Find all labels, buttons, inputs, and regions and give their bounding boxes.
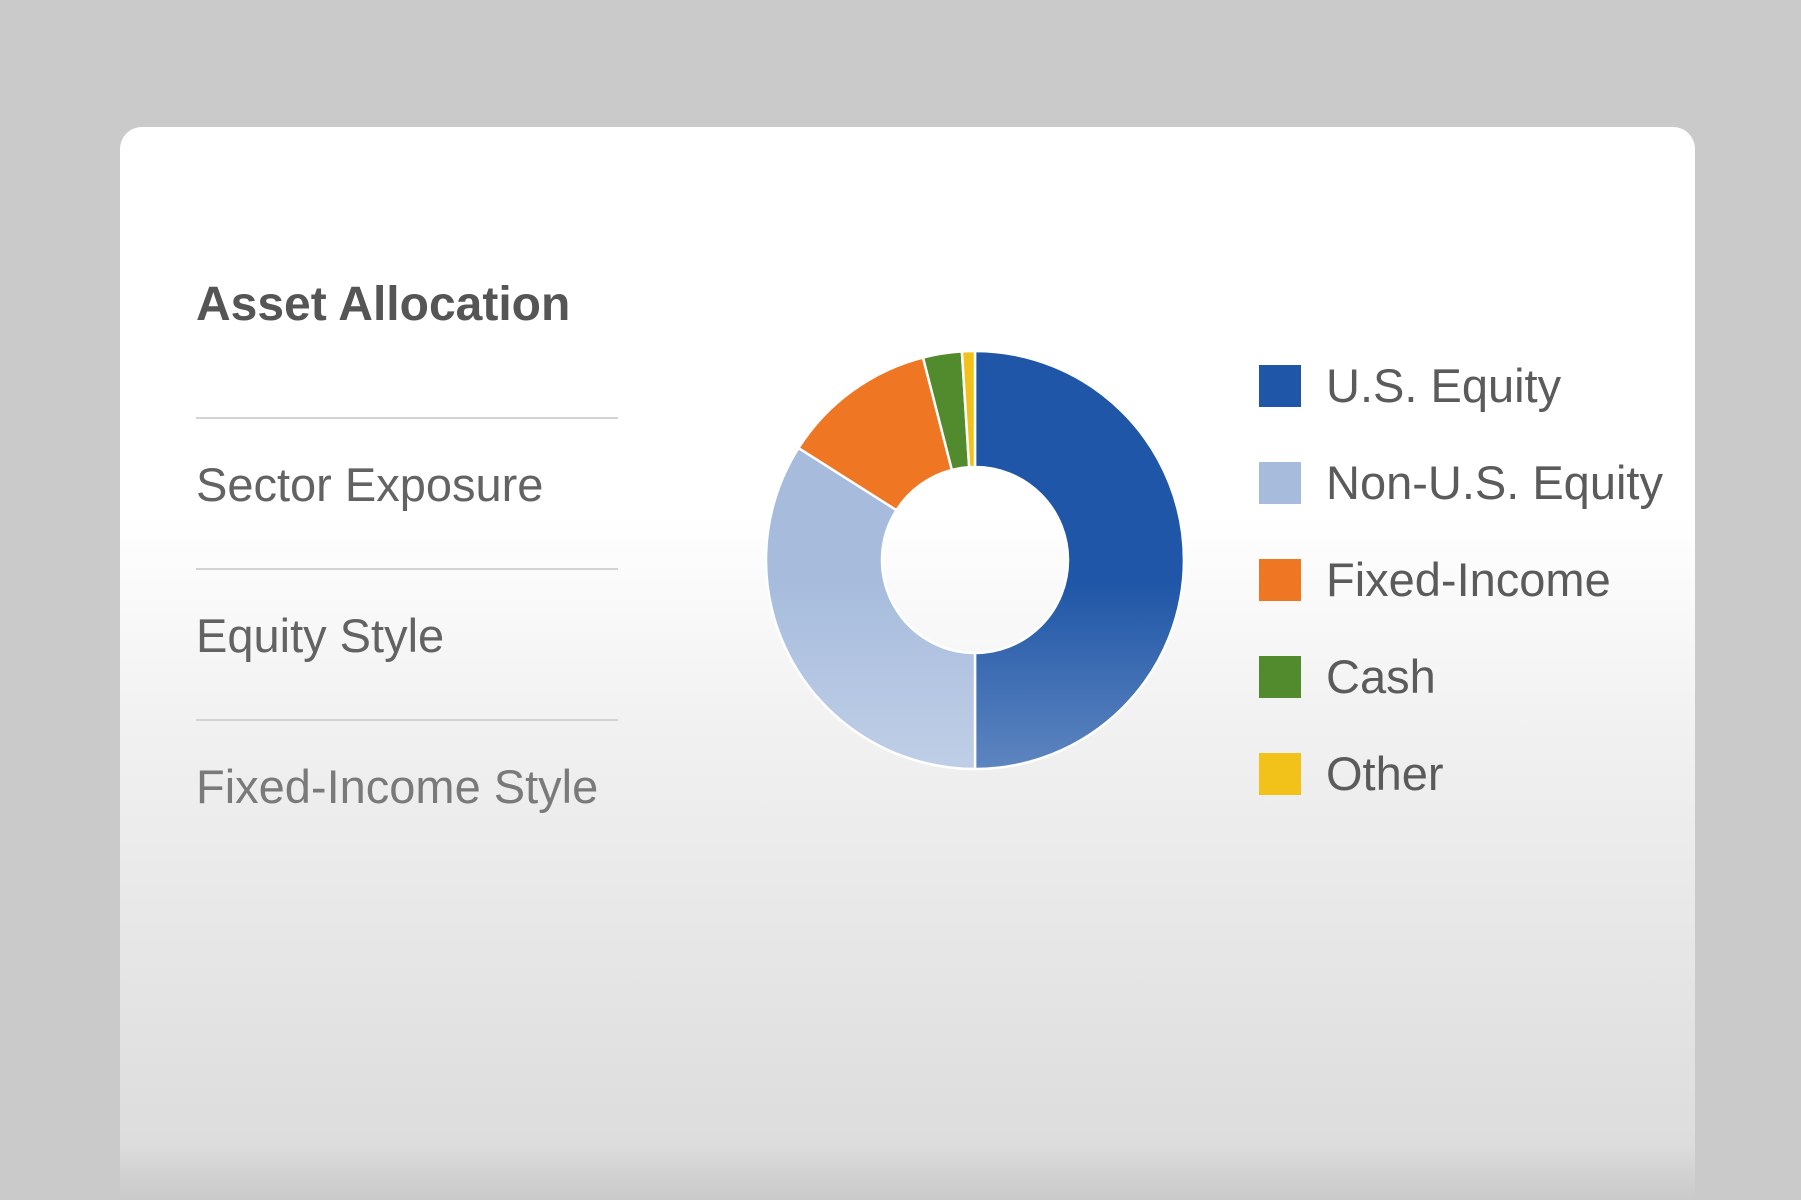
menu-item-label: Equity Style	[196, 609, 445, 662]
donut-chart	[764, 349, 1186, 771]
legend-label: Other	[1326, 747, 1444, 800]
legend-swatch-cash	[1259, 655, 1301, 698]
legend-item-fixed-income: Fixed-Income	[1259, 531, 1663, 628]
donut-slice-u-s-equity	[973, 349, 1186, 771]
menu-item-label: Asset Allocation	[196, 278, 571, 331]
menu-divider	[196, 417, 618, 419]
legend-item-cash: Cash	[1259, 628, 1663, 725]
menu-divider	[196, 568, 618, 570]
portfolio-view-menu: Asset Allocation Sector Exposure Equity …	[196, 281, 618, 870]
menu-item-sector-exposure[interactable]: Sector Exposure	[196, 419, 618, 568]
legend-swatch-us-equity	[1259, 364, 1301, 407]
legend-item-non-us-equity: Non-U.S. Equity	[1259, 434, 1663, 531]
holdings-card: Asset Allocation Sector Exposure Equity …	[120, 127, 1695, 1200]
legend-item-other: Other	[1259, 725, 1663, 822]
menu-item-equity-style[interactable]: Equity Style	[196, 570, 618, 719]
menu-item-fixed-income-style[interactable]: Fixed-Income Style	[196, 721, 618, 870]
donut-slice-non-u-s-equity	[764, 446, 977, 771]
legend-swatch-non-us-equity	[1259, 461, 1301, 504]
legend-label: U.S. Equity	[1326, 359, 1562, 412]
legend-swatch-other	[1259, 752, 1301, 795]
legend-label: Fixed-Income	[1326, 553, 1611, 606]
menu-divider	[196, 719, 618, 721]
legend-label: Cash	[1326, 650, 1436, 703]
legend-item-us-equity: U.S. Equity	[1259, 337, 1663, 434]
card-bottom-fade	[120, 1144, 1695, 1200]
menu-item-label: Sector Exposure	[196, 458, 544, 511]
menu-item-asset-allocation[interactable]: Asset Allocation	[196, 281, 618, 417]
legend-label: Non-U.S. Equity	[1326, 456, 1663, 509]
chart-legend: U.S. Equity Non-U.S. Equity Fixed-Income…	[1259, 337, 1663, 822]
legend-swatch-fixed-income	[1259, 558, 1301, 601]
asset-allocation-chart	[760, 345, 1190, 775]
menu-item-label: Fixed-Income Style	[196, 760, 599, 813]
